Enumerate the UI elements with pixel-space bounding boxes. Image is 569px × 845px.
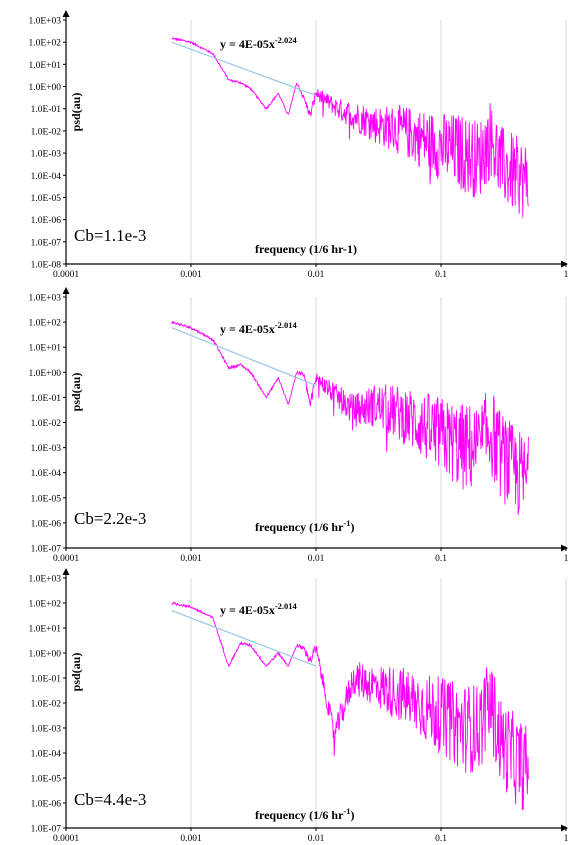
y-tick-label: 1.0E+03 (28, 294, 61, 304)
y-tick-label: 1.0E-04 (31, 172, 62, 182)
x-tick-label: 0.001 (180, 270, 202, 280)
x-axis-label: frequency (1/6 hr-1) (255, 806, 355, 822)
y-tick-label: 1.0E+00 (28, 650, 61, 660)
y-tick-label: 1.0E-05 (31, 194, 62, 204)
y-tick-label: 1.0E-07 (31, 238, 62, 248)
y-tick-label: 1.0E+02 (28, 319, 61, 329)
trend-line (171, 609, 317, 667)
y-tick-label: 1.0E-02 (31, 419, 62, 429)
y-tick-label: 1.0E+01 (28, 625, 61, 635)
x-axis-label: frequency (1/6 hr-1) (255, 518, 355, 534)
y-tick-label: 1.0E+01 (28, 61, 61, 71)
chart-panel-3: 1.0E-07 1.0E-06 1.0E-05 1.0E-04 1.0E-03 1.0E-… (28, 568, 569, 844)
x-tick-label: 0.0001 (53, 270, 79, 280)
y-tick-label: 1.0E+03 (28, 17, 61, 27)
y-tick-label: 1.0E+03 (28, 575, 61, 585)
x-tick-label: 1 (564, 834, 569, 844)
trend-line (171, 41, 317, 96)
y-tick-label: 1.0E-01 (31, 675, 62, 685)
chart-panel-1: 1.0E-08 1.0E-07 1.0E-06 1.0E-05 1.0E-04 1.0E-… (28, 10, 569, 280)
x-tick-label: 0.01 (308, 270, 325, 280)
y-tick-label: 1.0E-02 (31, 700, 62, 710)
y-tick-label: 1.0E-04 (31, 750, 62, 760)
x-axis-arrow (561, 544, 568, 552)
y-tick-label: 1.0E-02 (31, 127, 62, 137)
trendline-equation: y = 4E-05x-2.014 (220, 601, 298, 617)
y-tick-label: 1.0E-08 (31, 261, 62, 271)
x-axis-arrow (561, 824, 568, 832)
psd-series-line (171, 601, 529, 811)
x-tick-label: 0.001 (180, 554, 202, 564)
y-tick-label: 1.0E-04 (31, 469, 62, 479)
x-tick-label: 0.001 (180, 834, 202, 844)
x-tick-label: 0.0001 (53, 554, 79, 564)
x-axis-label: frequency (1/6 hr-1) (255, 242, 357, 256)
y-tick-label: 1.0E-03 (31, 150, 62, 160)
y-tick-label: 1.0E-07 (31, 825, 62, 835)
trend-line (171, 327, 317, 387)
psd-series-line (171, 321, 529, 515)
y-tick-label: 1.0E-01 (31, 394, 62, 404)
chart-panel-2: 1.0E-07 1.0E-06 1.0E-05 1.0E-04 1.0E-03 1.0E-… (28, 287, 569, 564)
x-tick-label: 0.1 (435, 834, 447, 844)
y-tick-label: 1.0E-01 (31, 105, 62, 115)
y-axis-label: psd(au) (69, 93, 83, 132)
y-tick-label: 1.0E-07 (31, 545, 62, 555)
y-axis-arrow (62, 10, 70, 17)
y-tick-label: 1.0E-06 (31, 800, 62, 810)
y-tick-label: 1.0E-03 (31, 725, 62, 735)
cb-annotation: Cb=1.1e-3 (74, 226, 146, 245)
cb-annotation: Cb=4.4e-3 (74, 790, 146, 809)
psd-series-line (171, 36, 529, 218)
x-tick-label: 1 (564, 554, 569, 564)
y-tick-label: 1.0E-05 (31, 775, 62, 785)
y-tick-label: 1.0E+02 (28, 600, 61, 610)
x-axis-arrow (561, 260, 568, 268)
x-tick-label: 0.01 (308, 834, 325, 844)
x-tick-label: 0.1 (435, 270, 447, 280)
y-axis-label: psd(au) (69, 373, 83, 412)
trendline-equation: y = 4E-05x-2.014 (220, 320, 298, 336)
y-tick-label: 1.0E+00 (28, 369, 61, 379)
trendline-equation: y = 4E-05x-2.024 (220, 35, 298, 51)
y-axis-arrow (62, 287, 70, 294)
y-tick-label: 1.0E+00 (28, 83, 61, 93)
y-tick-label: 1.0E+01 (28, 344, 61, 354)
x-tick-label: 0.01 (308, 554, 325, 564)
y-axis-arrow (62, 568, 70, 575)
y-tick-label: 1.0E+02 (28, 39, 61, 49)
y-tick-label: 1.0E-05 (31, 494, 62, 504)
y-tick-label: 1.0E-06 (31, 519, 62, 529)
cb-annotation: Cb=2.2e-3 (74, 509, 146, 528)
y-tick-label: 1.0E-03 (31, 444, 62, 454)
x-tick-label: 0.1 (435, 554, 447, 564)
y-tick-label: 1.0E-06 (31, 216, 62, 226)
x-tick-label: 0.0001 (53, 834, 79, 844)
x-tick-label: 1 (564, 270, 569, 280)
y-axis-label: psd(au) (69, 653, 83, 692)
